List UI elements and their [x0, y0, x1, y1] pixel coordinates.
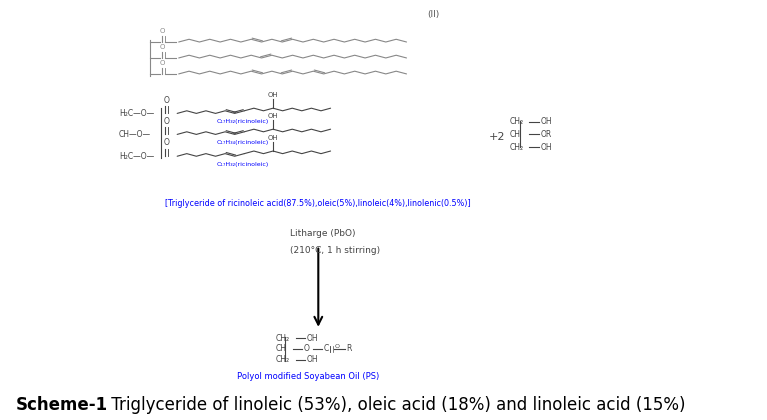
Text: O: O	[163, 117, 170, 126]
Text: Triglyceride of linoleic (53%), oleic acid (18%) and linoleic acid (15%): Triglyceride of linoleic (53%), oleic ac…	[106, 396, 686, 414]
Text: OH: OH	[541, 117, 552, 126]
Text: H₂C—O—: H₂C—O—	[119, 109, 154, 118]
Text: H₂C—O—: H₂C—O—	[119, 152, 154, 161]
Text: Scheme-1: Scheme-1	[15, 396, 107, 414]
Text: O: O	[163, 96, 170, 105]
Text: CH: CH	[510, 130, 521, 139]
Text: OH: OH	[307, 333, 318, 343]
Text: OH: OH	[268, 92, 278, 98]
Text: OH: OH	[307, 355, 318, 365]
Text: [Triglyceride of ricinoleic acid(87.5%),oleic(5%),linoleic(4%),linolenic(0.5%)]: [Triglyceride of ricinoleic acid(87.5%),…	[165, 200, 471, 208]
Text: O: O	[304, 344, 310, 353]
Text: OR: OR	[541, 130, 552, 139]
Text: (210°C, 1 h stirring): (210°C, 1 h stirring)	[290, 246, 380, 255]
Text: CH₂: CH₂	[510, 117, 524, 126]
Text: CH: CH	[276, 344, 287, 353]
Text: CH₂: CH₂	[510, 142, 524, 152]
Text: O: O	[160, 60, 166, 66]
Text: OH: OH	[268, 113, 278, 119]
Text: +2: +2	[489, 131, 505, 142]
Text: C₁₇H₃₂(ricinoleic): C₁₇H₃₂(ricinoleic)	[216, 119, 268, 124]
Text: R: R	[346, 344, 351, 353]
Text: O: O	[334, 344, 340, 349]
Text: Litharge (PbO): Litharge (PbO)	[290, 229, 355, 238]
Text: Polyol modified Soyabean Oil (PS): Polyol modified Soyabean Oil (PS)	[237, 372, 380, 381]
Text: (II): (II)	[427, 10, 439, 19]
Text: C: C	[324, 344, 329, 353]
Text: CH₂: CH₂	[276, 333, 290, 343]
Text: CH—O—: CH—O—	[119, 130, 151, 139]
Text: OH: OH	[541, 142, 552, 152]
Text: CH₂: CH₂	[276, 355, 290, 365]
Text: C₁₇H₃₄(ricinoleic): C₁₇H₃₄(ricinoleic)	[216, 140, 268, 145]
Text: O: O	[160, 29, 166, 34]
Text: O: O	[163, 139, 170, 147]
Text: O: O	[160, 45, 166, 50]
Text: OH: OH	[268, 134, 278, 141]
Text: C₁₇H₃₂(ricinoleic): C₁₇H₃₂(ricinoleic)	[216, 162, 268, 167]
